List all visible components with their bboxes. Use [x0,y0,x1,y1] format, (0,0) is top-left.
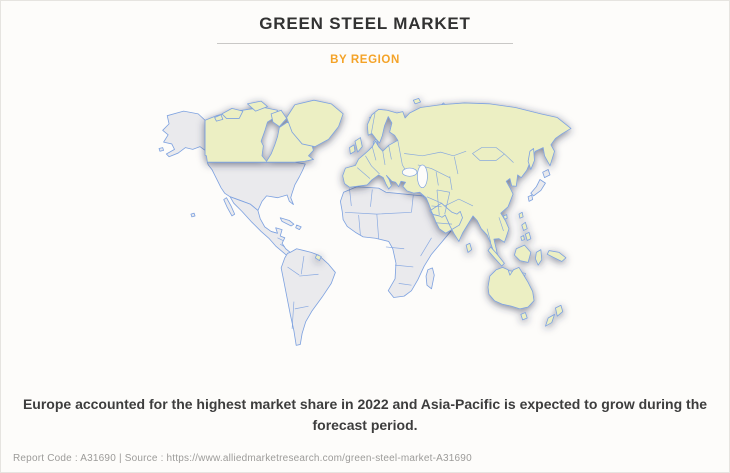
asia-borders [404,147,514,243]
map-region-baja [223,197,236,217]
title-divider [217,43,513,44]
map-region-sakhalin [527,148,535,170]
black-sea [402,167,418,177]
map-region-mexico-central-america [229,196,291,257]
map-region-south-america [280,248,336,346]
map-region-sulawesi [534,249,543,266]
map-region-ireland [349,144,356,155]
header: GREEN STEEL MARKET BY REGION [1,1,729,66]
map-region-hainan [503,214,508,220]
footer-note: Report Code : A31690 | Source : https://… [13,453,472,464]
south-america-borders [287,255,319,329]
world-map [158,92,582,354]
map-region-cuba [279,217,295,227]
map-region-nz-north-island [555,304,564,317]
map-region-nz-south-island [545,313,555,327]
map-region-philippines-visayas [520,235,525,241]
map-region-japan-kyushu [527,194,534,202]
map-region-svalbard [412,97,421,105]
caspian-sea [417,164,428,189]
map-region-greenland [286,99,344,148]
map-region-french-guiana [314,254,322,262]
caption: Europe accounted for the highest market … [22,396,708,433]
map-region-hispaniola [295,224,302,231]
map-region-philippines-mindanao [524,231,532,241]
map-region-tasmania [520,312,528,321]
map-region-new-guinea [546,250,567,262]
europe-borders [357,112,406,179]
map-region-sri-lanka [465,242,473,253]
map-region-sumatra [487,246,505,267]
map-region-ellesmere-island [247,100,268,112]
map-region-philippines-luzon [521,221,528,231]
map-region-uk [354,137,363,153]
map-region-eurasia [342,102,572,259]
map-region-aleutians [158,147,164,152]
map-region-hawaii [190,212,196,218]
page-subtitle: BY REGION [330,54,400,66]
map-region-borneo [514,244,532,263]
map-region-madagascar [425,267,435,290]
map-region-australia [487,267,535,310]
report-source-text: Report Code : A31690 | Source : https://… [13,453,472,464]
map-region-banks-island [214,114,224,122]
central-america-borders [271,231,285,248]
map-region-japan-hokkaido [542,169,551,179]
map-region-alaska [162,110,206,158]
map-region-taiwan [518,211,524,219]
page-title: GREEN STEEL MARKET [259,14,471,33]
map-region-baffin-island [270,109,288,128]
map-region-victoria-island [221,107,244,119]
map-region-usa [206,161,306,211]
map-region-japan-honshu [530,179,546,197]
world-map-svg [158,97,572,346]
